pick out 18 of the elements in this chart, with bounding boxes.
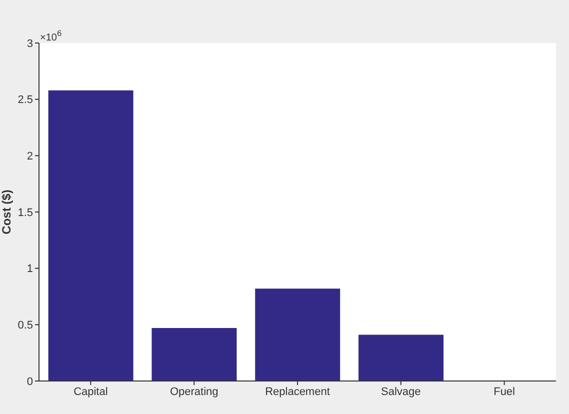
bar <box>152 328 237 381</box>
x-tick-label: Salvage <box>381 386 421 398</box>
y-tick-label: 1.5 <box>18 206 33 219</box>
y-tick-label: 3 <box>26 38 33 50</box>
bar <box>358 334 444 381</box>
y-tick-label: 2 <box>26 150 33 163</box>
bar <box>48 90 134 381</box>
x-tick-label: Replacement <box>265 386 330 398</box>
y-tick-label: 2.5 <box>18 94 33 106</box>
x-tick-label: Capital <box>74 386 108 398</box>
y-tick-label: 1 <box>26 263 33 276</box>
annotation: ×10$^{6}$ <box>40 28 62 44</box>
x-tick-label: Operating <box>170 386 218 398</box>
y-tick-label: 0.5 <box>18 320 33 332</box>
bar <box>255 288 340 381</box>
x-tick-label: Fuel <box>494 386 516 398</box>
y-axis-title: Cost ($) <box>0 190 14 234</box>
y-tick-label: 0 <box>26 376 33 388</box>
